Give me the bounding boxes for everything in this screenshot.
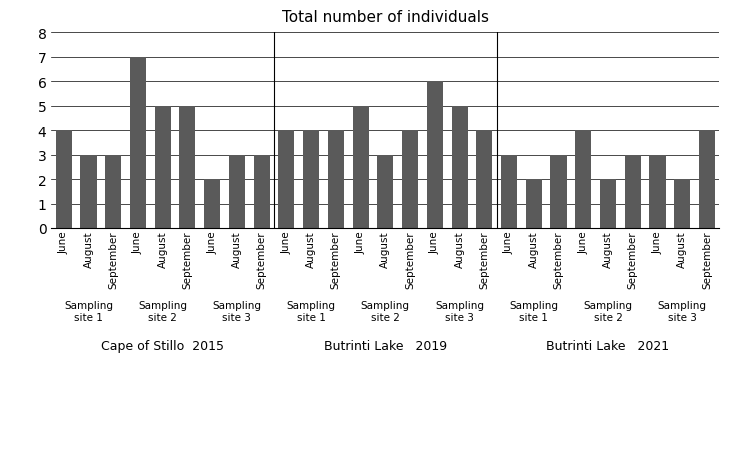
Bar bbox=[56, 131, 72, 228]
Bar bbox=[130, 58, 146, 228]
Bar bbox=[625, 155, 641, 228]
Text: Sampling
site 1: Sampling site 1 bbox=[509, 300, 559, 322]
Bar bbox=[278, 131, 294, 228]
Bar bbox=[328, 131, 344, 228]
Text: Sampling
site 2: Sampling site 2 bbox=[361, 300, 410, 322]
Text: Sampling
site 2: Sampling site 2 bbox=[584, 300, 633, 322]
Bar bbox=[699, 131, 715, 228]
Text: Butrinti Lake   2021: Butrinti Lake 2021 bbox=[546, 339, 669, 352]
Bar bbox=[674, 179, 690, 228]
Text: Sampling
site 3: Sampling site 3 bbox=[658, 300, 707, 322]
Text: Sampling
site 2: Sampling site 2 bbox=[138, 300, 187, 322]
Text: Sampling
site 1: Sampling site 1 bbox=[287, 300, 335, 322]
Bar bbox=[526, 179, 542, 228]
Title: Total number of individuals: Total number of individuals bbox=[282, 10, 489, 25]
Bar bbox=[426, 82, 443, 228]
Bar bbox=[155, 107, 171, 228]
Bar bbox=[105, 155, 121, 228]
Bar bbox=[179, 107, 195, 228]
Bar bbox=[254, 155, 269, 228]
Text: Butrinti Lake   2019: Butrinti Lake 2019 bbox=[324, 339, 447, 352]
Bar bbox=[377, 155, 393, 228]
Bar bbox=[352, 107, 368, 228]
Bar bbox=[600, 179, 616, 228]
Text: Sampling
site 3: Sampling site 3 bbox=[435, 300, 484, 322]
Bar bbox=[81, 155, 97, 228]
Bar bbox=[650, 155, 666, 228]
Bar bbox=[476, 131, 493, 228]
Bar bbox=[501, 155, 517, 228]
Bar bbox=[303, 131, 319, 228]
Bar bbox=[229, 155, 245, 228]
Bar bbox=[451, 107, 468, 228]
Bar bbox=[204, 179, 220, 228]
Bar bbox=[575, 131, 592, 228]
Bar bbox=[402, 131, 418, 228]
Text: Sampling
site 1: Sampling site 1 bbox=[64, 300, 113, 322]
Text: Sampling
site 3: Sampling site 3 bbox=[212, 300, 261, 322]
Bar bbox=[550, 155, 567, 228]
Text: Cape of Stillo  2015: Cape of Stillo 2015 bbox=[101, 339, 224, 352]
